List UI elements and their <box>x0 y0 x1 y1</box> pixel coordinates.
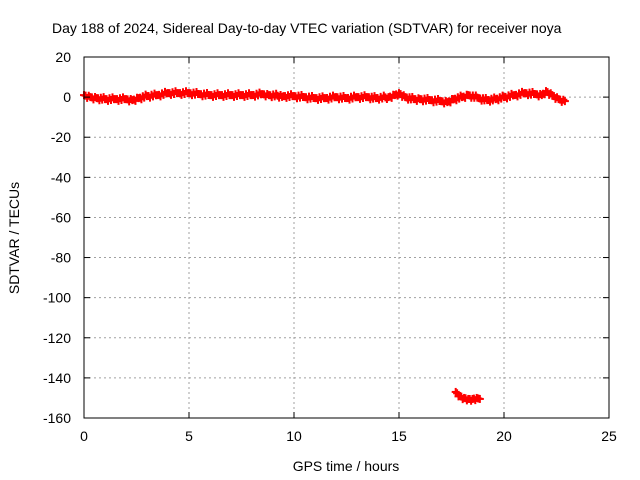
y-tick-label: -140 <box>43 370 71 386</box>
data-point-band <box>453 389 463 401</box>
data-point-band <box>457 392 467 404</box>
y-tick-label: -20 <box>51 129 71 145</box>
x-tick-label: 10 <box>286 428 302 444</box>
data-point-band <box>392 90 402 100</box>
data-point <box>475 394 484 403</box>
data-point-band <box>444 94 457 107</box>
data-point-band <box>493 91 507 105</box>
x-tick-labels: 0 5 10 15 20 25 <box>80 428 617 444</box>
y-tick-label: -60 <box>51 209 71 225</box>
y-tick-label: 0 <box>63 89 71 105</box>
y-tick-label: -80 <box>51 250 71 266</box>
chart-title: Day 188 of 2024, Sidereal Day-to-day VTE… <box>52 20 562 36</box>
grid-lines <box>84 57 609 418</box>
y-tick-label: -100 <box>43 290 71 306</box>
y-tick-label: -160 <box>43 410 71 426</box>
data-point-band <box>136 90 150 104</box>
data-point-band <box>539 89 549 99</box>
data-points <box>80 87 569 405</box>
data-point-band <box>260 89 272 101</box>
data-point <box>560 97 569 106</box>
data-point-band <box>438 96 450 108</box>
y-tick-labels: 20 0 -20 -40 -60 -80 -100 -120 -140 -160 <box>43 49 71 426</box>
axis-ticks <box>83 56 610 419</box>
data-point <box>451 387 460 396</box>
y-tick-label: -120 <box>43 330 71 346</box>
x-tick-label: 0 <box>80 428 88 444</box>
data-point-band <box>87 92 100 104</box>
x-tick-label: 20 <box>496 428 512 444</box>
plot-frame <box>83 56 610 419</box>
data-point-band <box>411 94 423 105</box>
data-point-band <box>129 93 142 105</box>
data-point-band <box>459 90 471 102</box>
x-tick-label: 25 <box>601 428 617 444</box>
x-tick-label: 5 <box>185 428 193 444</box>
x-axis-title: GPS time / hours <box>293 458 400 474</box>
y-tick-label: 20 <box>55 49 71 65</box>
y-tick-label: -40 <box>51 169 71 185</box>
x-tick-label: 15 <box>391 428 407 444</box>
y-axis-title: SDTVAR / TECUs <box>6 182 22 294</box>
data-point-band <box>484 93 499 106</box>
data-point-band <box>386 90 398 102</box>
data-point-band <box>533 89 545 101</box>
data-point-band <box>123 94 135 106</box>
